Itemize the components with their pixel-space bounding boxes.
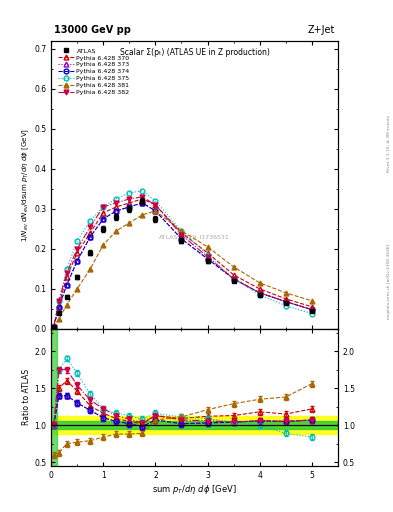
Text: mcplots.cern.ch [arXiv:1306.3436]: mcplots.cern.ch [arXiv:1306.3436] xyxy=(387,244,391,319)
Y-axis label: $1/N_{ev}\ dN_{ev}/\mathrm{dsum}\ p_T/d\eta\ d\phi\ [\mathrm{GeV}]$: $1/N_{ev}\ dN_{ev}/\mathrm{dsum}\ p_T/d\… xyxy=(21,128,31,242)
Text: Z+Jet: Z+Jet xyxy=(308,25,335,35)
Text: ATLAS_2019_I1736531: ATLAS_2019_I1736531 xyxy=(159,234,230,240)
Y-axis label: Ratio to ATLAS: Ratio to ATLAS xyxy=(22,369,31,425)
Legend: ATLAS, Pythia 6.428 370, Pythia 6.428 373, Pythia 6.428 374, Pythia 6.428 375, P: ATLAS, Pythia 6.428 370, Pythia 6.428 37… xyxy=(56,46,132,98)
X-axis label: sum $p_T/d\eta\ d\phi\ [\mathrm{GeV}]$: sum $p_T/d\eta\ d\phi\ [\mathrm{GeV}]$ xyxy=(152,482,237,496)
Text: Scalar Σ(pₜ) (ATLAS UE in Z production): Scalar Σ(pₜ) (ATLAS UE in Z production) xyxy=(119,48,270,57)
Text: Rivet 3.1.10, ≥ 3M events: Rivet 3.1.10, ≥ 3M events xyxy=(387,115,391,172)
Text: 13000 GeV pp: 13000 GeV pp xyxy=(54,25,131,35)
